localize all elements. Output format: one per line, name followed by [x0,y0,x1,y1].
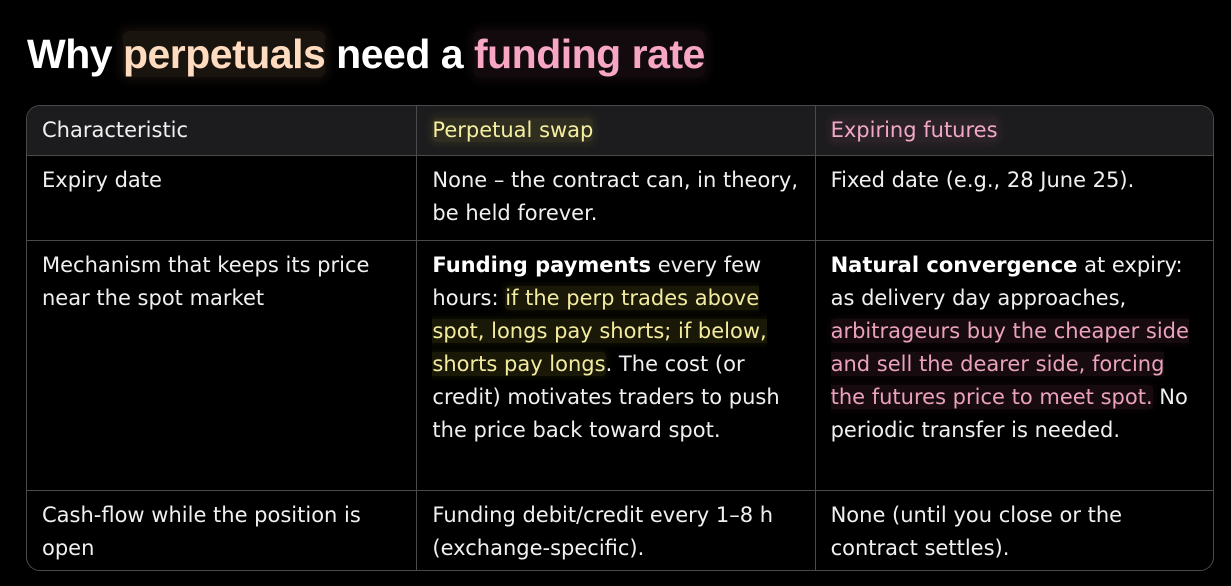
header-characteristic-label: Characteristic [42,118,189,142]
perpetual-mechanism-text2: . The cost (or credit) motivates traders… [432,352,780,442]
cell-characteristic: Mechanism that keeps its price near the … [27,240,418,491]
header-characteristic: Characteristic [27,106,418,156]
cell-perpetual: Funding debit/credit every 1–8 h (exchan… [416,490,816,570]
cell-characteristic: Cash-flow while the position is open [27,490,418,570]
cell-perpetual: Funding payments every few hours: if the… [416,240,816,491]
title-text-need-a: need a [325,31,474,77]
expiring-mechanism-bold: Natural convergence [830,253,1078,277]
comparison-table-container: Characteristic Perpetual swap Expiring f… [26,105,1214,571]
header-perpetual-swap-label: Perpetual swap [432,118,594,142]
header-row: Characteristic Perpetual swap Expiring f… [27,106,1213,156]
expiring-mechanism-text1: at expiry: as delivery day approaches, [830,253,1183,310]
table-header: Characteristic Perpetual swap Expiring f… [27,106,1213,156]
header-expiring-futures-label: Expiring futures [830,118,998,142]
cell-expiring: None (until you close or the contract se… [830,503,1123,560]
perpetual-mechanism-text1: every few hours: [432,253,762,310]
page-title: Why perpetuals need a funding rate [27,26,705,82]
cell-characteristic: Expiry date [27,155,418,241]
header-perpetual-swap: Perpetual swap [416,106,816,156]
table-row-mechanism: Mechanism that keeps its price near the … [27,240,1213,491]
title-highlight-perpetuals: perpetuals [122,31,326,77]
cell-expiring: Fixed date (e.g., 28 June 25). [815,155,1213,241]
title-text-why: Why [27,31,123,77]
title-highlight-funding-rate: funding rate [473,31,705,77]
cell-perpetual: None – the contract can, in theory, be h… [416,155,816,241]
table-row-expiry-date: Expiry date None – the contract can, in … [27,155,1213,241]
expiring-mechanism-highlight: arbitrageurs buy the cheaper side and se… [830,319,1189,409]
expiring-mechanism-text2: No periodic transfer is needed. [830,385,1188,442]
cell-expiring: Natural convergence at expiry: as delive… [815,240,1213,491]
table-row-cash-flow: Cash-flow while the position is open Fun… [27,490,1213,570]
header-expiring-futures: Expiring futures [815,106,1213,156]
table-body: Expiry date None – the contract can, in … [27,155,1213,570]
perpetual-mechanism-bold: Funding payments [432,253,652,277]
comparison-table: Characteristic Perpetual swap Expiring f… [27,106,1213,570]
